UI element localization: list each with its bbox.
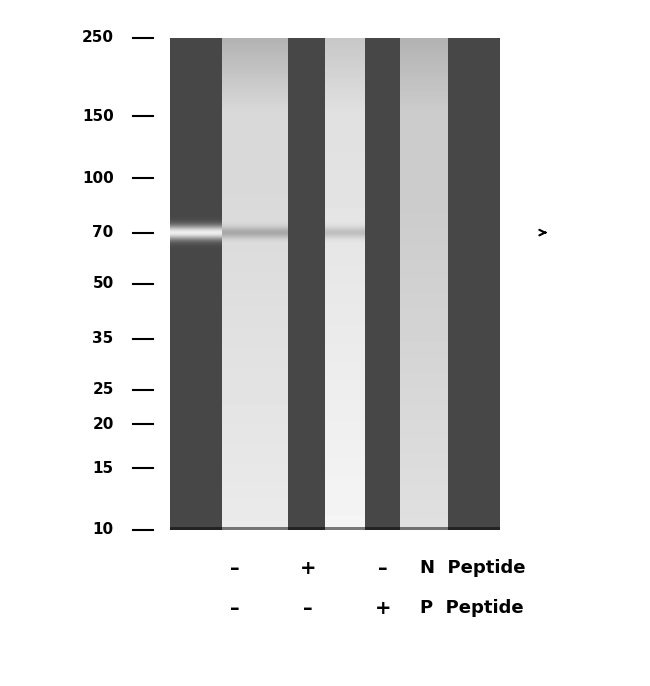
Text: –: – <box>230 558 240 578</box>
Text: +: + <box>300 558 317 578</box>
Text: P  Peptide: P Peptide <box>420 599 524 617</box>
Text: 100: 100 <box>82 171 114 185</box>
Text: –: – <box>230 598 240 617</box>
Text: 25: 25 <box>92 383 114 397</box>
Text: 20: 20 <box>92 416 114 431</box>
Text: 50: 50 <box>92 276 114 292</box>
Text: 15: 15 <box>92 460 114 475</box>
Text: 70: 70 <box>92 225 114 240</box>
Text: 35: 35 <box>92 331 114 346</box>
Text: +: + <box>375 598 391 617</box>
Text: N  Peptide: N Peptide <box>420 559 525 577</box>
Text: –: – <box>303 598 313 617</box>
Text: 250: 250 <box>82 30 114 45</box>
Text: –: – <box>378 558 388 578</box>
Text: 150: 150 <box>82 108 114 123</box>
Text: 10: 10 <box>92 523 114 538</box>
